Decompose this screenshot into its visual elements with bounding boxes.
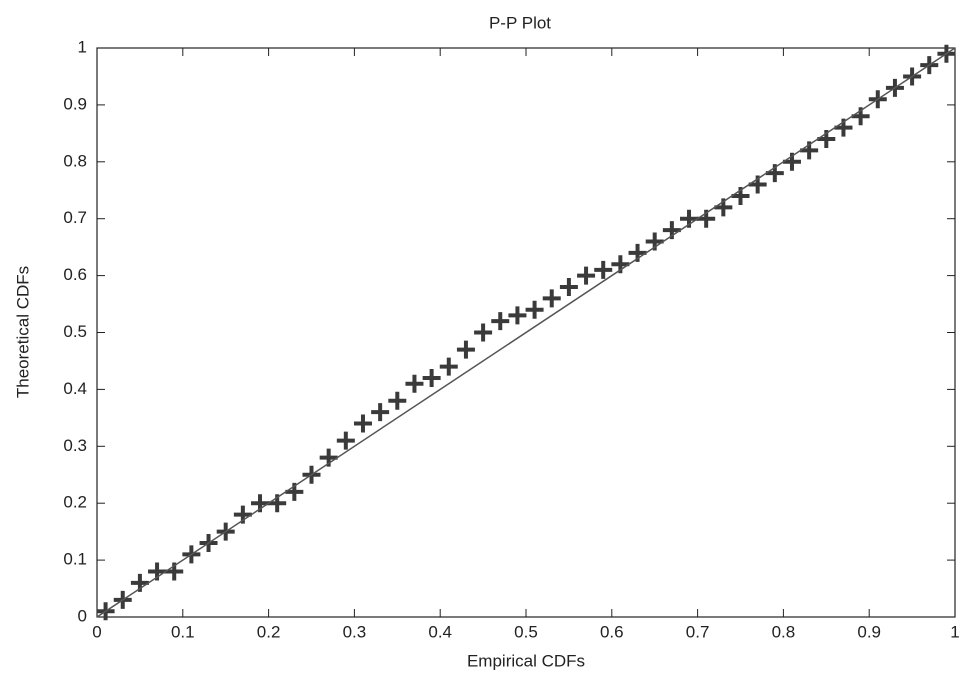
point bbox=[594, 261, 612, 279]
x-tick-label: 0.6 bbox=[600, 622, 624, 641]
point bbox=[474, 324, 492, 342]
reference-line bbox=[97, 48, 955, 617]
y-tick-label: 0.4 bbox=[63, 379, 87, 398]
x-tick-label: 0 bbox=[92, 622, 101, 641]
point bbox=[560, 278, 578, 296]
point bbox=[543, 289, 561, 307]
point bbox=[405, 375, 423, 393]
y-tick-label: 0.3 bbox=[63, 436, 87, 455]
point bbox=[371, 403, 389, 421]
chart: P-P Plot Empirical CDFs Theoretical CDFs… bbox=[0, 0, 960, 673]
chart-title: P-P Plot bbox=[489, 13, 551, 32]
x-tick-label: 0.7 bbox=[686, 622, 710, 641]
x-tick-label: 0.1 bbox=[171, 622, 195, 641]
point bbox=[526, 301, 544, 319]
y-tick-label: 0.5 bbox=[63, 322, 87, 341]
point bbox=[354, 415, 372, 433]
point bbox=[423, 369, 441, 387]
x-tick-label: 1 bbox=[950, 622, 959, 641]
y-tick-label: 0.8 bbox=[63, 151, 87, 170]
x-tick-label: 0.2 bbox=[257, 622, 281, 641]
x-tick-label: 0.4 bbox=[428, 622, 452, 641]
y-tick-label: 0.9 bbox=[63, 94, 87, 113]
y-tick-label: 0.2 bbox=[63, 493, 87, 512]
x-tick-label: 0.8 bbox=[772, 622, 796, 641]
x-tick-label: 0.9 bbox=[857, 622, 881, 641]
y-tick-label: 0.1 bbox=[63, 550, 87, 569]
x-tick-label: 0.3 bbox=[343, 622, 367, 641]
point bbox=[440, 358, 458, 376]
point bbox=[491, 312, 509, 330]
point bbox=[508, 306, 526, 324]
x-tick-label: 0.5 bbox=[514, 622, 538, 641]
point bbox=[577, 267, 595, 285]
y-tick-label: 0.6 bbox=[63, 265, 87, 284]
y-tick-label: 1 bbox=[78, 37, 87, 56]
point bbox=[388, 392, 406, 410]
y-tick-label: 0 bbox=[78, 606, 87, 625]
x-axis-label: Empirical CDFs bbox=[467, 651, 585, 670]
point bbox=[337, 432, 355, 450]
point bbox=[457, 341, 475, 359]
y-tick-label: 0.7 bbox=[63, 208, 87, 227]
y-axis-label: Theoretical CDFs bbox=[13, 266, 32, 398]
